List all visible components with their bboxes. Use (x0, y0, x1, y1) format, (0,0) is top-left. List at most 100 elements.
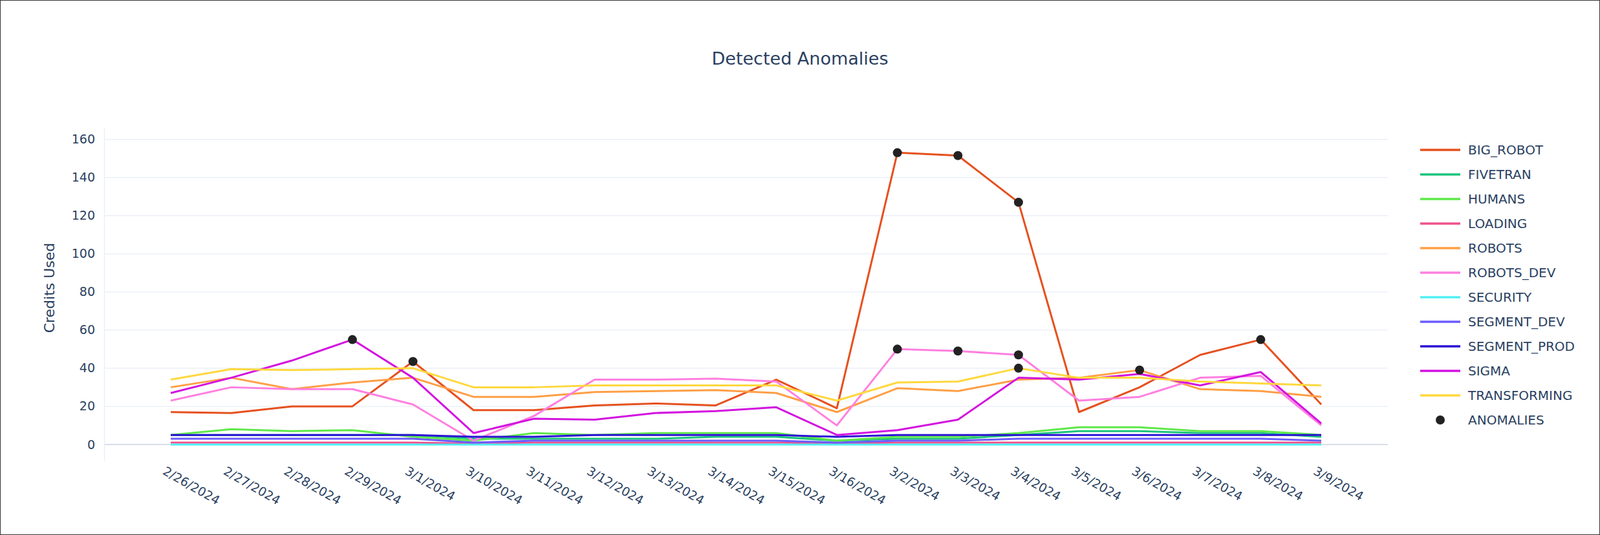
grid-line (104, 253, 1388, 255)
y-axis-line (104, 128, 106, 462)
x-tick-label: 3/12/2024 (584, 463, 647, 508)
x-tick-label: 2/28/2024 (281, 463, 344, 508)
x-tick: 2/26/2024 (160, 461, 222, 508)
legend: BIG_ROBOT FIVETRAN HUMANS LOADING ROBOTS ROBO… (1420, 142, 1575, 429)
x-tick-label: 3/5/2024 (1069, 463, 1125, 504)
anomaly-marker (953, 346, 963, 356)
grid-line (104, 329, 1388, 332)
grid-line (104, 291, 1388, 293)
y-axis: 0 20 40 60 80 100 120 140 160 (71, 128, 105, 462)
legend-item[interactable]: BIG_ROBOT (1420, 142, 1544, 158)
legend-symbol (1420, 394, 1461, 398)
title: Detected Anomalies (712, 48, 889, 69)
y-tick: 120 (71, 208, 105, 223)
x-tick: 2/29/2024 (342, 461, 404, 508)
anomaly-marker (893, 148, 903, 158)
legend-label: ANOMALIES (1468, 412, 1545, 429)
y-tick: 160 (71, 131, 105, 147)
legend-item[interactable]: TRANSFORMING (1420, 388, 1573, 404)
series-line (170, 439, 1322, 444)
x-tick: 3/15/2024 (766, 461, 828, 508)
x-tick-label: 3/15/2024 (766, 463, 828, 508)
legend-item[interactable]: LOADING (1420, 216, 1527, 232)
y-tick: 40 (79, 360, 105, 376)
anomaly-marker (347, 335, 357, 345)
x-tick: 3/5/2024 (1069, 461, 1125, 504)
y-tick: 100 (71, 246, 105, 261)
grid-line (104, 444, 1388, 446)
y-tick-label: 40 (79, 360, 96, 376)
legend-item[interactable]: SIGMA (1420, 363, 1511, 379)
x-axis: 2/26/20242/27/20242/28/20242/29/20243/1/… (160, 461, 1366, 508)
legend-label: LOADING (1468, 216, 1527, 232)
x-tick-label: 2/27/2024 (221, 463, 283, 508)
legend-symbol (1420, 222, 1461, 226)
legend-symbol (1420, 296, 1461, 299)
y-tick-label: 160 (71, 131, 96, 147)
legend-item[interactable]: ROBOTS_DEV (1420, 265, 1557, 281)
y-tick: 20 (79, 399, 105, 414)
legend-symbol (1420, 148, 1461, 152)
y-tick: 140 (71, 170, 105, 185)
legend-symbol (1435, 415, 1445, 425)
x-tick: 3/10/2024 (463, 461, 526, 508)
anomaly-marker (893, 344, 903, 354)
grid-line (104, 139, 1388, 141)
legend-label: FIVETRAN (1468, 166, 1532, 183)
y-tick-label: 60 (79, 322, 96, 337)
x-tick-label: 3/4/2024 (1008, 463, 1064, 504)
grid (104, 139, 1388, 445)
grid-line (104, 367, 1388, 370)
y-tick: 0 (87, 437, 105, 452)
x-tick-label: 3/16/2024 (826, 463, 888, 508)
x-tick: 3/13/2024 (645, 461, 707, 508)
legend-item[interactable]: FIVETRAN (1420, 166, 1532, 183)
x-tick: 3/11/2024 (523, 461, 586, 508)
legend-item[interactable]: SEGMENT_PROD (1420, 338, 1575, 355)
legend-label: HUMANS (1468, 191, 1525, 207)
legend-item[interactable]: ROBOTS (1420, 240, 1523, 257)
legend-label: TRANSFORMING (1467, 388, 1573, 404)
legend-item[interactable]: SECURITY (1420, 289, 1533, 306)
anomaly-marker (408, 357, 418, 367)
anomaly-marker (1014, 197, 1024, 207)
series-line (170, 443, 1322, 444)
legend-label: SIGMA (1468, 363, 1511, 379)
x-tick-label: 3/7/2024 (1189, 463, 1245, 504)
legend-item[interactable]: SEGMENT_DEV (1420, 314, 1566, 330)
grid-line (104, 177, 1388, 179)
y-tick-label: 0 (87, 437, 96, 452)
x-tick: 2/28/2024 (281, 461, 344, 508)
background (0, 0, 1600, 535)
anomaly-marker (953, 151, 963, 161)
x-tick-label: 3/8/2024 (1250, 463, 1306, 504)
x-tick: 3/6/2024 (1129, 461, 1185, 504)
x-tick-label: 3/10/2024 (463, 463, 526, 508)
x-tick: 3/3/2024 (948, 461, 1004, 504)
x-tick: 3/9/2024 (1311, 461, 1367, 504)
anomaly-marker (1014, 350, 1024, 360)
y-tick-label: 140 (71, 170, 96, 185)
legend-item[interactable]: HUMANS (1420, 191, 1525, 207)
y-tick-label: 80 (79, 284, 96, 299)
legend-label: SEGMENT_DEV (1468, 314, 1566, 330)
series-line (170, 152, 1322, 414)
legend-symbol (1420, 173, 1461, 176)
y-tick: 60 (79, 322, 105, 337)
legend-label: BIG_ROBOT (1468, 142, 1544, 158)
y-tick-label: 20 (79, 399, 96, 414)
x-tick-label: 3/3/2024 (948, 463, 1004, 504)
legend-symbol (1420, 320, 1461, 324)
legend-symbol (1420, 271, 1461, 275)
x-tick: 3/8/2024 (1250, 461, 1306, 504)
x-tick: 2/27/2024 (221, 461, 283, 508)
series-line (170, 340, 1322, 436)
x-tick-label: 3/1/2024 (402, 463, 458, 504)
x-tick-label: 3/9/2024 (1311, 463, 1367, 504)
x-tick-label: 3/6/2024 (1129, 463, 1185, 504)
series-line (170, 349, 1322, 442)
series-line (170, 443, 1322, 446)
anomaly-marker (1014, 364, 1024, 374)
legend-item[interactable]: ANOMALIES (1435, 412, 1545, 429)
x-tick-label: 3/13/2024 (645, 463, 707, 508)
